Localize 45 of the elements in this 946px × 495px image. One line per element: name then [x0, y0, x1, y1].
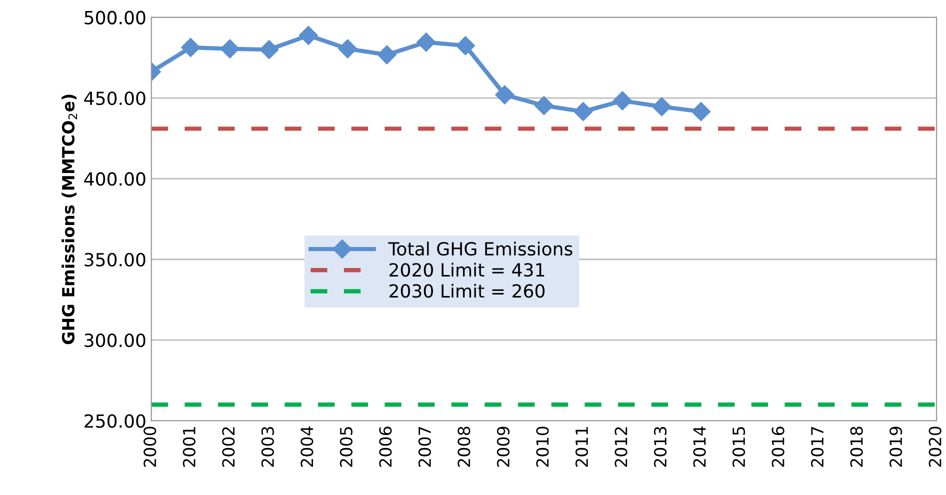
x-tick-label: 2017 — [810, 427, 824, 467]
x-tick-label: 2014 — [693, 426, 706, 467]
x-tick-label: 2005 — [340, 427, 352, 467]
point — [181, 38, 200, 58]
x-tick-label: 2004 — [300, 426, 314, 467]
x-tick-label: 2018 — [850, 426, 863, 467]
x-tick-label: 2006 — [379, 426, 392, 467]
x-tick-label: 2001 — [182, 427, 196, 467]
y-tick-label: 500.00 — [84, 10, 146, 24]
point — [220, 39, 240, 58]
point — [652, 97, 672, 116]
y-axis-title: GHG Emissions (MMTCO$_{2}$e) — [62, 94, 78, 344]
point — [377, 45, 396, 64]
x-tick-label: 2008 — [458, 426, 470, 467]
x-tick-label: 2007 — [418, 427, 432, 467]
point — [495, 85, 514, 104]
x-tick-label: 2000 — [144, 426, 156, 467]
point — [534, 96, 554, 116]
legend-label: 2030 Limit = 260 — [390, 284, 545, 298]
point — [574, 102, 593, 122]
x-tick-label: 2010 — [536, 426, 549, 467]
legend-label: 2020 Limit = 431 — [390, 262, 544, 277]
point — [612, 91, 632, 110]
y-tick-label: 250.00 — [84, 414, 146, 428]
x-tick-label: 2015 — [732, 427, 746, 467]
point — [416, 32, 436, 52]
legend-label: Total GHG Emissions — [388, 242, 572, 256]
x-tick-label: 2009 — [496, 426, 510, 467]
point — [338, 39, 358, 58]
y-tick-label: 400.00 — [84, 172, 146, 186]
y-tick-label: 450.00 — [84, 91, 146, 106]
point — [260, 40, 279, 60]
x-tick-label: 2016 — [772, 426, 784, 467]
point — [298, 26, 318, 45]
y-tick-label: 350.00 — [84, 252, 146, 266]
y-tick-label: 300.00 — [84, 334, 146, 348]
x-tick-label: 2002 — [222, 427, 235, 467]
x-tick-label: 2003 — [261, 426, 274, 467]
point — [456, 36, 475, 56]
x-tick-label: 2019 — [890, 426, 902, 467]
x-tick-label: 2011 — [575, 427, 588, 467]
x-tick-label: 2020 — [928, 426, 942, 467]
x-tick-label: 2012 — [614, 427, 628, 467]
point — [691, 102, 711, 122]
x-tick-label: 2013 — [654, 426, 667, 467]
